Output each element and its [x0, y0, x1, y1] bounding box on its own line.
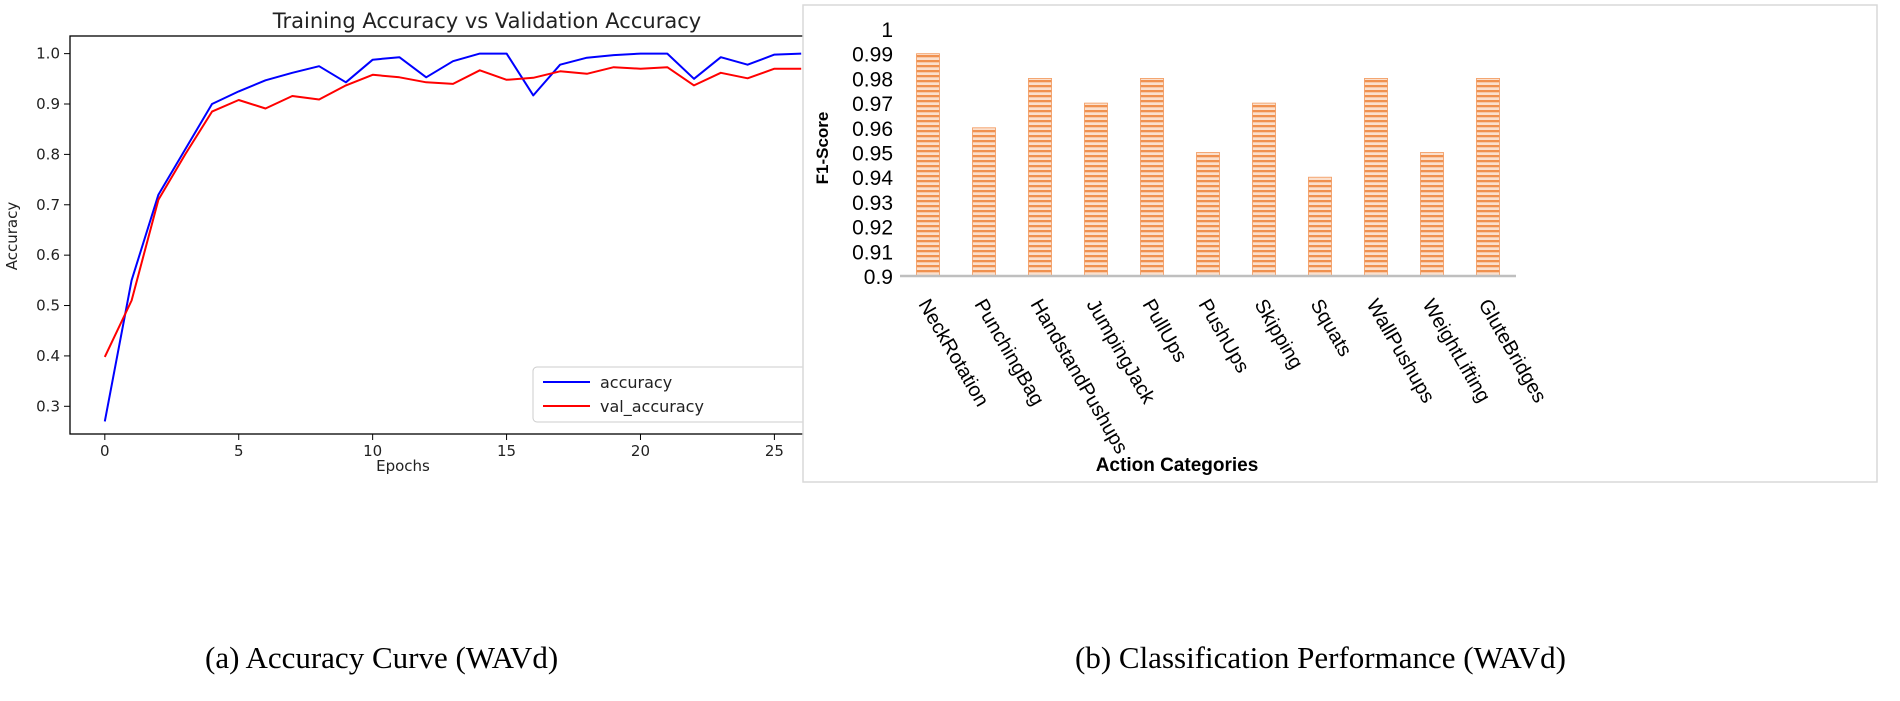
f1-x-axis-label: Action Categories	[1096, 455, 1259, 476]
series-line-val-accuracy	[103, 66, 802, 358]
series-line-accuracy	[103, 52, 802, 422]
f1-y-axis-ticks: 0.90.910.920.930.940.950.960.970.980.991	[852, 19, 893, 289]
bar-handstandpushups	[1028, 78, 1052, 277]
y-tick-label: 0.5	[36, 297, 60, 315]
y-tick-label: 0.94	[852, 167, 893, 190]
legend-label-val-accuracy: val_accuracy	[600, 397, 704, 417]
y-tick-label: 0.96	[852, 118, 893, 141]
x-tick-label: 0	[100, 442, 110, 460]
y-tick-label: 1	[881, 19, 893, 42]
accuracy-chart: Training Accuracy vs Validation Accuracy…	[3, 9, 837, 475]
y-tick-label: 1.0	[36, 45, 60, 63]
bar-glutebridges	[1476, 78, 1500, 277]
accuracy-y-axis-label: Accuracy	[3, 202, 21, 271]
y-tick-label: 0.98	[852, 68, 893, 91]
x-tick-label: 15	[497, 442, 516, 460]
accuracy-chart-title: Training Accuracy vs Validation Accuracy	[272, 9, 701, 33]
x-tick-label: 10	[363, 442, 382, 460]
f1-chart-border	[802, 4, 1878, 483]
y-tick-label: 0.4	[36, 347, 60, 365]
bar-punchingbag	[972, 127, 996, 277]
y-tick-label: 0.3	[36, 397, 60, 415]
y-tick-label: 0.6	[36, 246, 60, 264]
bar-wallpushups	[1364, 78, 1388, 277]
f1-chart: 0.90.910.920.930.940.950.960.970.980.991…	[802, 4, 1878, 483]
accuracy-axis-ticks: 0 5 10 15 20 25 0.3 0.4 0.5 0.6 0.7 0.8 0.9 1.0	[36, 45, 784, 460]
bar-squats	[1308, 176, 1332, 277]
bar-skipping	[1252, 102, 1276, 277]
y-tick-label: 0.99	[852, 44, 893, 67]
x-tick-label: 20	[631, 442, 650, 460]
f1-bars	[916, 53, 1500, 277]
y-tick-label: 0.9	[864, 266, 893, 289]
bar-pullups	[1140, 78, 1164, 277]
y-tick-label: 0.7	[36, 196, 60, 214]
caption-classification-performance: (b) Classification Performance (WAVd)	[1075, 640, 1566, 675]
y-tick-label: 0.97	[852, 93, 893, 116]
bar-weightlifting	[1420, 152, 1444, 277]
y-tick-label: 0.8	[36, 145, 60, 163]
accuracy-series-lines	[103, 52, 802, 422]
x-tick-label: 25	[765, 442, 784, 460]
x-tick-label: 5	[234, 442, 244, 460]
bar-neckrotation	[916, 53, 940, 277]
accuracy-x-axis-label: Epochs	[376, 457, 430, 475]
accuracy-legend: accuracy val_accuracy	[532, 366, 819, 423]
caption-accuracy-curve: (a) Accuracy Curve (WAVd)	[205, 640, 559, 675]
y-tick-label: 0.91	[852, 241, 893, 264]
y-tick-label: 0.92	[852, 217, 893, 240]
f1-y-axis-label: F1-Score	[813, 112, 832, 185]
y-tick-label: 0.95	[852, 143, 893, 166]
bar-pushups	[1196, 152, 1220, 277]
legend-label-accuracy: accuracy	[600, 373, 672, 392]
y-tick-label: 0.9	[36, 95, 60, 113]
bar-jumpingjack	[1084, 102, 1108, 277]
y-tick-label: 0.93	[852, 192, 893, 215]
